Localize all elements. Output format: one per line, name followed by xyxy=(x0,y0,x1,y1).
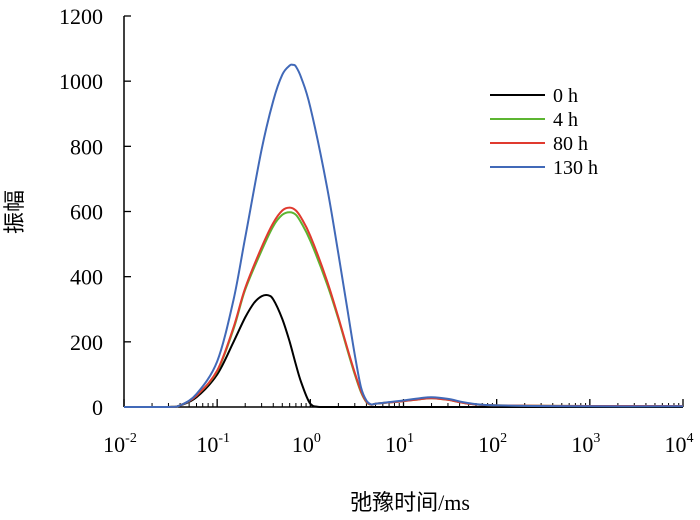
x-tick-exponent: 3 xyxy=(593,431,600,446)
x-tick-base: 10 xyxy=(385,432,407,457)
x-tick-exponent: -2 xyxy=(125,431,137,446)
x-axis-ticks: 10-2 10-1 100 101 102 103 104 xyxy=(103,399,694,457)
x-tick-label: 104 xyxy=(665,431,694,457)
y-tick-label: 600 xyxy=(70,200,103,225)
x-tick-base: 10 xyxy=(196,432,218,457)
x-tick-exponent: 1 xyxy=(407,431,414,446)
y-tick-label: 200 xyxy=(70,330,103,355)
x-axis-label: 弛豫时间/ms xyxy=(350,490,470,515)
x-tick-label: 101 xyxy=(385,431,414,457)
x-tick-label: 10-1 xyxy=(196,431,230,457)
x-tick-label: 100 xyxy=(292,431,321,457)
x-tick-exponent: 0 xyxy=(314,431,321,446)
legend-label: 0 h xyxy=(553,85,578,107)
series-line-0 xyxy=(123,293,683,409)
legend-label: 130 h xyxy=(553,157,598,179)
x-tick-exponent: 4 xyxy=(687,431,694,446)
x-tick-exponent: -1 xyxy=(218,431,230,446)
y-tick-label: 400 xyxy=(70,265,103,290)
y-tick-label: 0 xyxy=(92,395,103,420)
x-tick-label: 10-2 xyxy=(103,431,137,457)
y-tick-label: 1200 xyxy=(59,4,103,29)
x-tick-base: 10 xyxy=(292,432,314,457)
x-tick-label: 102 xyxy=(478,431,507,457)
x-tick-exponent: 2 xyxy=(500,431,507,446)
series-lines xyxy=(123,63,684,409)
x-tick-label: 103 xyxy=(571,431,600,457)
x-tick-base: 10 xyxy=(571,432,593,457)
series-line-2 xyxy=(123,206,684,409)
series-line-3 xyxy=(123,63,684,409)
y-tick-label: 800 xyxy=(70,134,103,159)
legend-label: 4 h xyxy=(553,109,578,131)
legend-label: 80 h xyxy=(553,133,588,155)
y-axis-ticks: 0 200 400 600 800 1000 1200 xyxy=(59,4,131,420)
y-tick-label: 1000 xyxy=(59,69,103,94)
y-axis-label: 振幅 xyxy=(2,190,27,234)
axes xyxy=(123,16,683,408)
x-tick-base: 10 xyxy=(103,432,125,457)
x-tick-base: 10 xyxy=(665,432,687,457)
x-tick-base: 10 xyxy=(478,432,500,457)
